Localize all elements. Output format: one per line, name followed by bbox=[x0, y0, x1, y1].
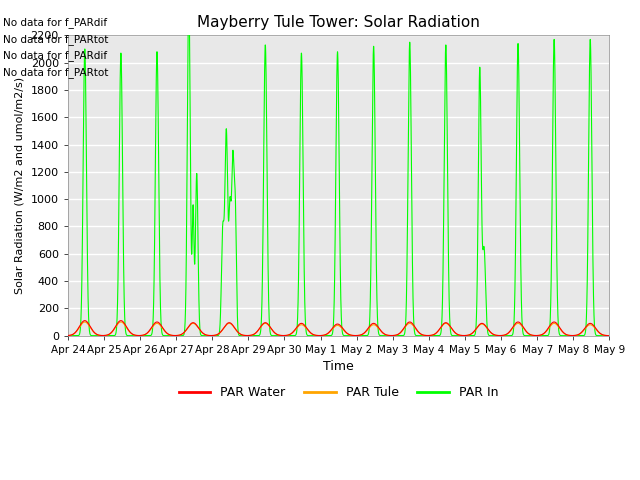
Text: No data for f_PARtot: No data for f_PARtot bbox=[3, 34, 109, 45]
Text: No data for f_PARdif: No data for f_PARdif bbox=[3, 50, 108, 61]
Text: No data for f_PARdif: No data for f_PARdif bbox=[3, 17, 108, 28]
Title: Mayberry Tule Tower: Solar Radiation: Mayberry Tule Tower: Solar Radiation bbox=[197, 15, 480, 30]
Y-axis label: Solar Radiation (W/m2 and umol/m2/s): Solar Radiation (W/m2 and umol/m2/s) bbox=[15, 77, 25, 294]
Text: No data for f_PARtot: No data for f_PARtot bbox=[3, 67, 109, 78]
Legend: PAR Water, PAR Tule, PAR In: PAR Water, PAR Tule, PAR In bbox=[174, 382, 503, 405]
X-axis label: Time: Time bbox=[323, 360, 354, 373]
